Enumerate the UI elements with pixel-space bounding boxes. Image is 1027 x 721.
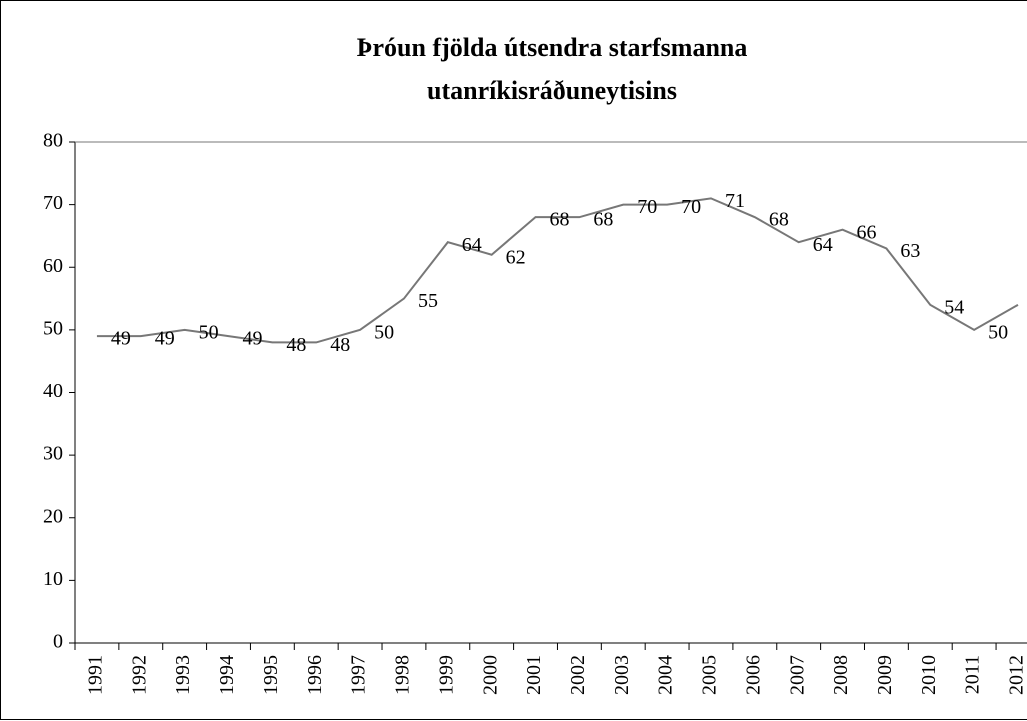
x-tick-label: 2007 xyxy=(786,655,808,695)
data-label: 49 xyxy=(243,328,263,350)
data-label: 48 xyxy=(286,334,306,356)
data-label: 48 xyxy=(330,334,350,356)
x-tick-label: 1995 xyxy=(260,655,282,695)
x-tick-label: 2000 xyxy=(479,655,501,695)
x-tick-label: 1991 xyxy=(85,655,107,695)
y-tick-label: 0 xyxy=(53,631,63,653)
x-tick-label: 1996 xyxy=(304,655,326,695)
x-tick-label: 1992 xyxy=(128,655,150,695)
data-label: 62 xyxy=(506,246,526,268)
y-tick-label: 50 xyxy=(43,317,63,339)
y-tick-label: 60 xyxy=(43,255,63,277)
y-tick-label: 30 xyxy=(43,443,63,465)
data-label: 64 xyxy=(813,234,833,256)
data-label: 71 xyxy=(725,190,745,212)
data-label: 64 xyxy=(462,234,482,256)
x-tick-label: 1993 xyxy=(172,655,194,695)
x-tick-label: 2011 xyxy=(962,655,984,694)
y-tick-label: 70 xyxy=(43,192,63,214)
y-tick-label: 20 xyxy=(43,505,63,527)
x-tick-label: 2008 xyxy=(830,655,852,695)
data-label: 68 xyxy=(550,209,570,231)
data-label: 68 xyxy=(769,209,789,231)
x-tick-label: 2010 xyxy=(918,655,940,695)
y-tick-label: 10 xyxy=(43,568,63,590)
x-tick-label: 2001 xyxy=(523,655,545,695)
data-label: 50 xyxy=(199,321,219,343)
data-label: 70 xyxy=(681,196,701,218)
data-label: 50 xyxy=(374,321,394,343)
data-label: 50 xyxy=(988,321,1008,343)
chart-title: utanríkisráðuneytisins xyxy=(427,76,677,105)
data-label: 66 xyxy=(857,221,877,243)
x-tick-label: 2009 xyxy=(874,655,896,695)
x-tick-label: 2002 xyxy=(567,655,589,695)
x-tick-label: 2006 xyxy=(742,655,764,695)
data-label: 54 xyxy=(944,296,964,318)
x-tick-label: 2004 xyxy=(655,655,677,695)
x-tick-label: 1999 xyxy=(435,655,457,695)
data-label: 49 xyxy=(111,328,131,350)
chart-title: Þróun fjölda útsendra starfsmanna xyxy=(357,33,748,62)
line xyxy=(96,197,1019,344)
y-tick-label: 40 xyxy=(43,380,63,402)
data-label: 55 xyxy=(418,290,438,312)
x-tick-label: 1994 xyxy=(216,655,238,695)
data-label: 49 xyxy=(155,328,175,350)
x-tick-label: 2012 xyxy=(1006,655,1027,695)
data-label: 63 xyxy=(900,240,920,262)
data-label: 70 xyxy=(637,196,657,218)
x-tick-label: 2003 xyxy=(611,655,633,695)
data-label: 68 xyxy=(593,209,613,231)
x-tick-label: 1998 xyxy=(392,655,414,695)
x-tick-label: 1997 xyxy=(348,655,370,695)
y-tick-label: 80 xyxy=(43,130,63,152)
x-tick-label: 2005 xyxy=(699,655,721,695)
